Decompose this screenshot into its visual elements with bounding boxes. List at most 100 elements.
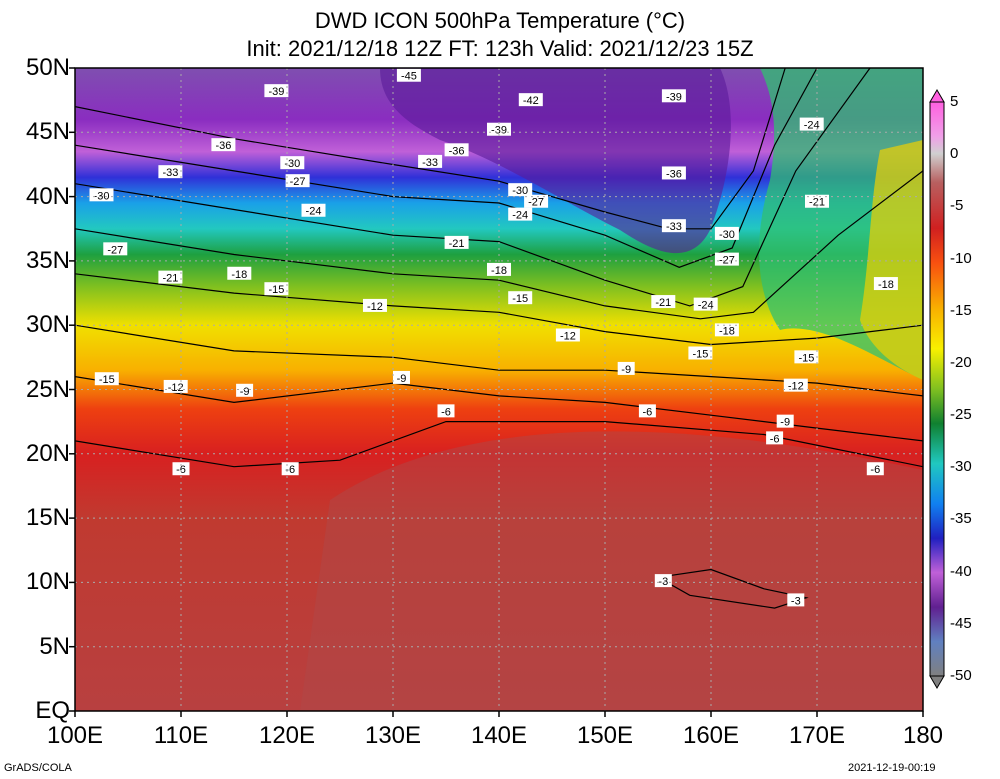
colorbar-top-arrow <box>929 89 945 103</box>
lat-label: 35N <box>25 246 70 274</box>
contour-label: -12 <box>783 378 808 393</box>
svg-text:-21: -21 <box>162 273 178 285</box>
axis-ticks <box>69 67 924 717</box>
svg-text:-6: -6 <box>285 464 295 476</box>
lon-label: 120E <box>258 722 316 749</box>
contour-label: -33 <box>418 154 443 169</box>
svg-text:-12: -12 <box>367 301 383 313</box>
chart-title: DWD ICON 500hPa Temperature (°C) <box>314 8 686 33</box>
svg-text:-27: -27 <box>290 176 306 188</box>
contour-label: -30 <box>89 188 114 202</box>
svg-text:-15: -15 <box>512 293 528 305</box>
contour-label-layer: -45-39-42 -39-24-36-39-36-33-33-30-36-27-… <box>89 68 898 607</box>
svg-text:-24: -24 <box>512 210 528 222</box>
svg-text:-9: -9 <box>397 373 407 385</box>
svg-text:-39: -39 <box>491 125 507 137</box>
contour-label: -12 <box>555 328 580 342</box>
svg-text:-30: -30 <box>284 158 300 170</box>
contour-label: -30 <box>714 226 739 241</box>
contour-label: -27 <box>714 252 739 267</box>
contour-label: -9 <box>236 383 254 398</box>
svg-text:-27: -27 <box>528 197 544 209</box>
contour-label: -30 <box>280 156 305 170</box>
lon-label: 170E <box>788 722 846 749</box>
contour-label: -18 <box>227 266 252 281</box>
contour-label: -6 <box>638 404 656 418</box>
footer-timestamp: 2021-12-19-00:19 <box>848 762 936 774</box>
svg-text:-12: -12 <box>560 330 576 342</box>
contour-label: -27 <box>103 242 128 256</box>
svg-text:-18: -18 <box>231 269 247 281</box>
svg-text:-9: -9 <box>780 417 790 429</box>
svg-text:-15: -15 <box>798 352 814 364</box>
contour-label: -12 <box>362 298 387 313</box>
contour-label: -6 <box>766 431 784 445</box>
colorbar-label: -10 <box>950 249 972 267</box>
svg-text:-6: -6 <box>770 433 780 445</box>
colorbar-label: -25 <box>950 406 972 424</box>
svg-text:-12: -12 <box>168 382 184 394</box>
contour-label: -33 <box>158 165 183 179</box>
contour-label: -3 <box>654 574 672 588</box>
lat-label: 10N <box>25 568 70 596</box>
cold-trough-shading <box>380 68 731 254</box>
lon-label: 130E <box>364 722 422 749</box>
svg-text:-27: -27 <box>719 255 735 267</box>
contour-label: -36 <box>661 166 686 180</box>
colorbar-label: -45 <box>950 614 972 632</box>
svg-text:-30: -30 <box>719 229 735 241</box>
contour-label: -21 <box>444 235 469 250</box>
svg-text:-39: -39 <box>268 86 284 98</box>
contour-label: -12 <box>163 379 188 394</box>
contour-label: -39 <box>264 84 289 98</box>
svg-text:-30: -30 <box>512 185 528 197</box>
svg-text:-15: -15 <box>268 284 284 296</box>
contour-label: -42 <box>518 93 543 107</box>
colorbar-bottom-arrow <box>929 675 945 689</box>
svg-text:-36: -36 <box>666 168 682 180</box>
lat-label: 30N <box>25 311 70 339</box>
contour-label: -24 <box>693 297 718 312</box>
contour-label: -24 <box>799 117 824 132</box>
svg-text:-9: -9 <box>621 364 631 376</box>
contour-label: -9 <box>776 414 794 429</box>
svg-text:-24: -24 <box>804 120 820 132</box>
contour-label: -18 <box>873 277 898 291</box>
contour-label: -24 <box>301 203 326 218</box>
lat-label: 20N <box>25 439 70 467</box>
svg-text:-42: -42 <box>523 95 539 107</box>
contour-label: -27 <box>285 174 310 188</box>
contour-label: -18 <box>487 262 511 277</box>
contour-label: -27 <box>524 194 549 209</box>
contour-label: -45 <box>396 68 421 83</box>
colorbar-label: -50 <box>950 667 972 684</box>
lat-label: 15N <box>25 504 70 532</box>
colorbar-label: 0 <box>950 145 959 163</box>
chart-subtitle: Init: 2021/12/18 12Z FT: 123h Valid: 202… <box>246 36 754 61</box>
warm-ridge-shading-yellow <box>860 140 923 380</box>
colorbar <box>929 89 945 689</box>
contour-label: -6 <box>281 462 299 476</box>
svg-text:-6: -6 <box>441 406 451 418</box>
svg-text:-15: -15 <box>99 374 115 386</box>
lon-label: 150E <box>576 722 634 749</box>
contour-label: -21 <box>158 270 183 285</box>
tropical-warm-pool <box>300 431 923 711</box>
contour-label: -30 <box>508 183 533 197</box>
contour-label: -15 <box>794 350 819 364</box>
contour-label: -36 <box>211 138 236 152</box>
svg-text:-39: -39 <box>666 91 682 103</box>
contour-label: -9 <box>617 361 635 376</box>
svg-text:-33: -33 <box>162 167 178 179</box>
lon-label: 110E <box>153 722 209 749</box>
footer-credit: GrADS/COLA <box>4 762 72 774</box>
svg-text:-18: -18 <box>491 265 507 277</box>
graticule <box>75 68 923 711</box>
colorbar-label: -30 <box>950 458 972 476</box>
isotherm-contour <box>656 568 809 609</box>
svg-text:-27: -27 <box>107 244 123 256</box>
svg-text:-18: -18 <box>878 279 894 291</box>
contour-label: -15 <box>688 346 713 360</box>
svg-text:-18: -18 <box>719 325 735 337</box>
